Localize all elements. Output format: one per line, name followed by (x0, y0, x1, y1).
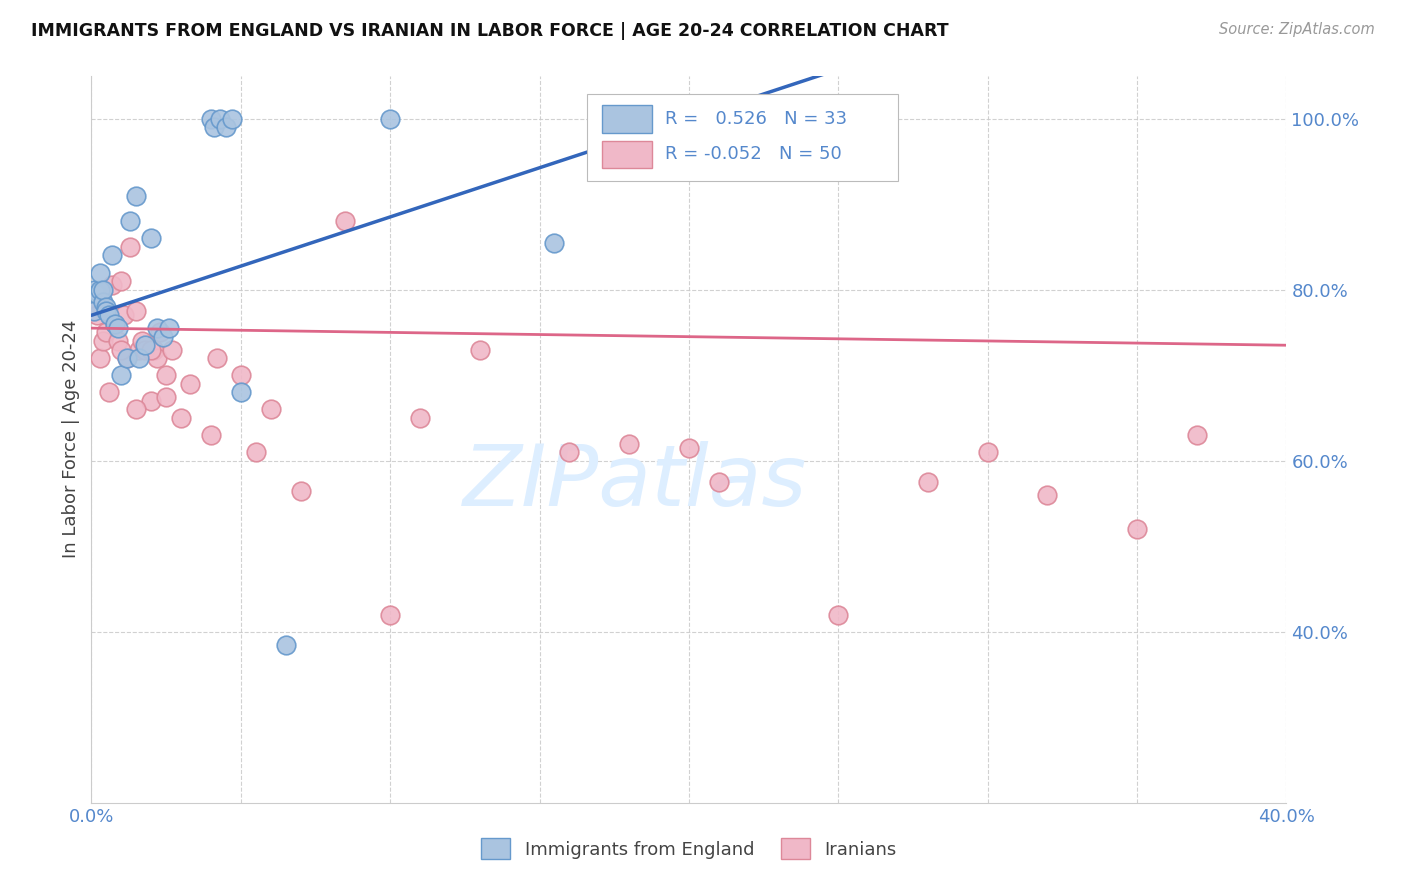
Point (98, 308, 121, 322)
Point (146, 351, 169, 365)
Point (155, 368, 177, 383)
Point (89, 351, 111, 365)
Point (707, 475, 730, 489)
Point (205, 351, 228, 365)
Point (221, 112, 243, 126)
Point (93, 295, 115, 310)
Point (619, 436, 641, 450)
Point (157, 321, 180, 335)
Point (141, 231, 163, 245)
Point (110, 343, 132, 357)
Point (558, 445, 581, 459)
Point (101, 248, 124, 262)
Point (274, 638, 297, 652)
Point (215, 120, 238, 135)
Point (120, 240, 142, 254)
Point (468, 343, 491, 357)
Point (1036, 488, 1059, 502)
Point (93, 283, 115, 297)
Point (1126, 522, 1149, 536)
Point (160, 343, 183, 357)
Text: R = -0.052   N = 50: R = -0.052 N = 50 (665, 145, 842, 163)
Point (107, 321, 129, 335)
Point (380, 112, 402, 126)
Point (96, 300, 118, 314)
FancyBboxPatch shape (602, 141, 652, 169)
Point (976, 445, 998, 459)
Point (115, 351, 138, 365)
Point (290, 483, 312, 498)
Point (107, 334, 129, 348)
Point (120, 214, 142, 228)
Point (152, 329, 174, 343)
Point (146, 321, 169, 335)
Point (128, 351, 150, 365)
Point (202, 120, 225, 135)
Point (104, 317, 127, 331)
Point (141, 393, 163, 408)
Point (115, 351, 138, 365)
Point (179, 376, 201, 391)
Point (200, 112, 222, 126)
Text: Source: ZipAtlas.com: Source: ZipAtlas.com (1219, 22, 1375, 37)
Text: R =   0.526   N = 33: R = 0.526 N = 33 (665, 110, 848, 128)
Point (917, 475, 939, 489)
Point (143, 343, 166, 357)
Point (101, 278, 124, 293)
Point (155, 390, 177, 404)
Point (131, 334, 153, 348)
Point (141, 343, 163, 357)
FancyBboxPatch shape (602, 105, 652, 133)
Point (98, 385, 121, 400)
Point (83, 304, 105, 318)
Y-axis label: In Labor Force | Age 20-24: In Labor Force | Age 20-24 (62, 320, 80, 558)
Point (149, 326, 172, 340)
Point (678, 112, 700, 126)
Point (245, 445, 267, 459)
Text: ZIPatlas: ZIPatlas (463, 442, 807, 524)
Point (110, 274, 132, 288)
Point (768, 112, 790, 126)
Point (125, 188, 148, 202)
Point (125, 304, 148, 318)
Point (125, 402, 148, 417)
Point (86, 308, 108, 322)
Point (128, 343, 150, 357)
FancyBboxPatch shape (588, 94, 898, 181)
Point (83, 283, 105, 297)
Point (89, 266, 111, 280)
Point (104, 317, 127, 331)
Point (200, 428, 222, 442)
Point (112, 308, 135, 322)
Point (93, 334, 115, 348)
Point (380, 607, 402, 622)
Point (208, 112, 231, 126)
Text: IMMIGRANTS FROM ENGLAND VS IRANIAN IN LABOR FORCE | AGE 20-24 CORRELATION CHART: IMMIGRANTS FROM ENGLAND VS IRANIAN IN LA… (31, 22, 949, 40)
Point (335, 214, 357, 228)
Point (134, 338, 156, 352)
Point (170, 411, 193, 425)
Point (134, 343, 156, 357)
Point (543, 235, 565, 250)
Legend: Immigrants from England, Iranians: Immigrants from England, Iranians (481, 838, 897, 859)
Point (1185, 428, 1208, 442)
Point (96, 304, 118, 318)
Point (827, 607, 849, 622)
Point (110, 368, 132, 383)
Point (259, 402, 281, 417)
Point (89, 283, 111, 297)
Point (678, 441, 700, 455)
Point (409, 411, 432, 425)
Point (83, 304, 105, 318)
Point (86, 287, 108, 301)
Point (229, 368, 252, 383)
Point (96, 326, 118, 340)
Point (229, 385, 252, 400)
